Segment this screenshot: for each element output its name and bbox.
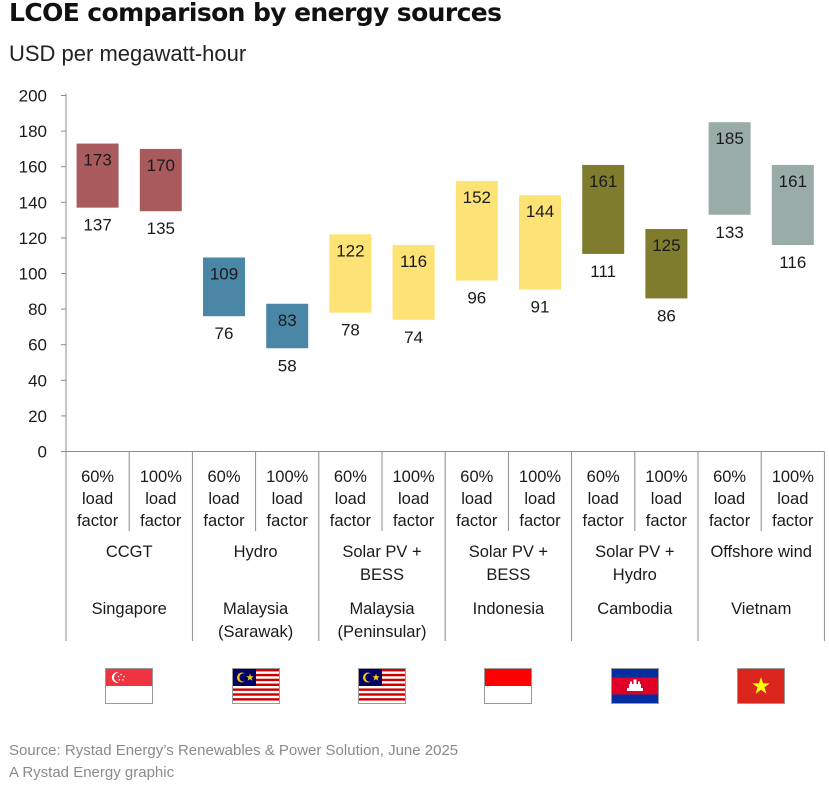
low-value-label: 58	[278, 356, 297, 375]
country-label: Malaysia (Peninsular)	[338, 600, 427, 641]
load-factor-label: 100% load factor	[392, 468, 435, 530]
low-value-label: 86	[657, 306, 676, 325]
high-value-label: 185	[715, 129, 743, 148]
malaysia-flag	[358, 668, 406, 704]
range-bar	[76, 143, 119, 208]
y-tick-label: 40	[28, 371, 47, 390]
y-tick-label: 80	[28, 300, 47, 319]
technology-label: Solar PV + BESS	[469, 543, 548, 584]
country-label: Malaysia (Sarawak)	[218, 600, 293, 641]
load-factor-label: 100% load factor	[645, 468, 688, 530]
chart-title: LCOE comparison by energy sources	[9, 0, 502, 27]
high-value-label: 122	[336, 241, 364, 260]
y-tick-label: 180	[19, 122, 47, 141]
technology-label: CCGT	[106, 543, 153, 561]
low-value-label: 111	[590, 262, 616, 281]
country-label: Indonesia	[473, 600, 545, 618]
y-tick-label: 120	[19, 229, 47, 248]
high-value-label: 125	[652, 236, 680, 255]
range-bar	[139, 148, 182, 212]
range-bar	[645, 229, 688, 299]
range-bar	[455, 180, 498, 281]
high-value-label: 173	[83, 151, 111, 170]
high-value-label: 144	[526, 202, 554, 221]
load-factor-label: 60% load factor	[330, 468, 372, 530]
range-bar	[266, 303, 309, 349]
y-tick-label: 20	[28, 407, 47, 426]
technology-label: Solar PV + BESS	[342, 543, 421, 584]
country-label: Vietnam	[731, 600, 791, 618]
load-factor-label: 100% load factor	[519, 468, 562, 530]
range-bar	[519, 195, 561, 290]
low-value-label: 116	[779, 253, 806, 272]
high-value-label: 161	[779, 172, 807, 191]
high-value-label: 116	[400, 252, 427, 271]
technology-label: Offshore wind	[710, 543, 812, 561]
high-value-label: 83	[278, 311, 297, 330]
indonesia-flag	[484, 668, 533, 704]
range-bar	[392, 245, 435, 320]
technology-label: Hydro	[234, 543, 278, 561]
range-bar	[708, 122, 751, 215]
singapore-flag	[105, 668, 154, 704]
range-bar	[582, 164, 625, 254]
vietnam-flag	[737, 668, 786, 704]
malaysia-flag	[231, 668, 280, 704]
y-tick-label: 140	[19, 193, 47, 212]
footer-credit: A Rystad Energy graphic	[9, 764, 175, 781]
range-bar	[329, 234, 372, 313]
low-value-label: 78	[341, 321, 360, 340]
y-tick-label: 200	[19, 87, 47, 106]
high-value-label: 109	[210, 264, 238, 283]
low-value-label: 133	[715, 223, 743, 242]
country-label: Cambodia	[597, 600, 673, 618]
load-factor-label: 100% load factor	[140, 468, 183, 530]
load-factor-label: 60% load factor	[709, 468, 751, 530]
low-value-label: 137	[83, 216, 111, 235]
cambodia-flag	[610, 668, 659, 704]
chart-subtitle: USD per megawatt-hour	[9, 41, 247, 66]
y-tick-label: 60	[28, 336, 47, 355]
country-label: Singapore	[92, 600, 167, 618]
range-bar	[203, 257, 245, 317]
low-value-label: 135	[147, 219, 175, 238]
load-factor-label: 60% load factor	[77, 468, 119, 530]
technology-label: Solar PV + Hydro	[595, 543, 674, 584]
load-factor-label: 60% load factor	[456, 468, 498, 530]
high-value-label: 152	[463, 188, 491, 207]
low-value-label: 96	[467, 289, 486, 308]
high-value-label: 170	[147, 156, 175, 175]
y-tick-label: 0	[38, 443, 47, 462]
low-value-label: 76	[215, 324, 234, 343]
load-factor-label: 60% load factor	[583, 468, 625, 530]
load-factor-label: 100% load factor	[772, 468, 815, 530]
y-tick-label: 100	[19, 265, 47, 284]
load-factor-label: 100% load factor	[266, 468, 309, 530]
y-tick-label: 160	[19, 158, 47, 177]
low-value-label: 91	[531, 298, 550, 317]
load-factor-label: 60% load factor	[203, 468, 245, 530]
footer-source: Source: Rystad Energy’s Renewables & Pow…	[9, 742, 459, 759]
high-value-label: 161	[589, 172, 617, 191]
low-value-label: 74	[404, 328, 423, 347]
range-bar	[771, 164, 814, 246]
